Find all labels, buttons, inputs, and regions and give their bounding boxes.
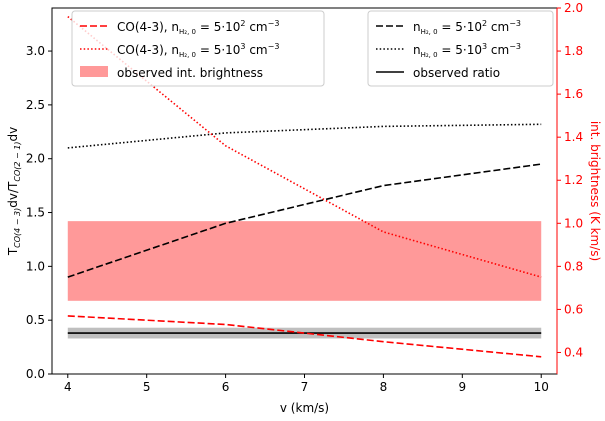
legend-label: observed int. brightness bbox=[117, 66, 263, 80]
y-left-tick-label: 3.0 bbox=[26, 44, 45, 58]
y-right-tick-label: 2.0 bbox=[564, 1, 583, 15]
y-right-tick-label: 1.4 bbox=[564, 130, 583, 144]
y-right-tick-label: 1.0 bbox=[564, 216, 583, 230]
y-left-axis-label: TCO(4 − 3)dv/TCO(2 − 1)dv bbox=[6, 127, 22, 256]
series-line-right-dashed bbox=[67, 315, 542, 358]
series-layer bbox=[67, 15, 542, 358]
y-right-axis-label: int. brightness (K km/s) bbox=[588, 121, 602, 261]
y-left-tick-label: 0.5 bbox=[26, 313, 45, 327]
y-right-tick-label: 1.2 bbox=[564, 173, 583, 187]
y-left-tick-label: 2.0 bbox=[26, 152, 45, 166]
x-axis-label: v (km/s) bbox=[280, 401, 329, 415]
y-left-tick-label: 1.0 bbox=[26, 259, 45, 273]
series-line-left-dashed bbox=[67, 163, 542, 278]
y-right-tick-label: 0.8 bbox=[564, 259, 583, 273]
observed-brightness-band bbox=[67, 221, 542, 301]
legend-label: CO(4-3), nH₂, 0 = 5·102 cm−3 bbox=[117, 19, 279, 36]
legend-box bbox=[71, 10, 325, 87]
y-left-tick-label: 2.5 bbox=[26, 98, 45, 112]
legend-label: CO(4-3), nH₂, 0 = 5·103 cm−3 bbox=[117, 42, 279, 59]
x-tick-label: 5 bbox=[143, 380, 151, 394]
x-tick-label: 6 bbox=[222, 380, 230, 394]
y-right-tick-label: 1.6 bbox=[564, 87, 583, 101]
legend-label: observed ratio bbox=[413, 66, 500, 80]
y-right-tick-label: 0.6 bbox=[564, 302, 583, 316]
legend-label: nH₂, 0 = 5·102 cm−3 bbox=[413, 19, 521, 36]
y-right-tick-label: 1.8 bbox=[564, 44, 583, 58]
legend-left: CO(4-3), nH₂, 0 = 5·102 cm−3 CO(4-3), nH₂… bbox=[71, 10, 325, 87]
series-line-left-dotted bbox=[67, 123, 542, 149]
y-left-tick-label: 1.5 bbox=[26, 206, 45, 220]
legend-right: nH₂, 0 = 5·102 cm−3 nH₂, 0 = 5·103 cm−3 ob… bbox=[367, 10, 554, 87]
x-tick-label: 4 bbox=[64, 380, 72, 394]
x-tick-label: 7 bbox=[301, 380, 309, 394]
legend-swatch bbox=[80, 66, 108, 77]
axes-layer: 4 5 6 7 8 9 10 v (km/s) 0.0 0.5 1.0 1.5 2.0 2.5 3.0 TCO… bbox=[6, 1, 602, 415]
x-tick-label: 8 bbox=[380, 380, 388, 394]
x-tick-label: 9 bbox=[458, 380, 466, 394]
y-left-tick-label: 0.0 bbox=[26, 367, 45, 381]
y-right-tick-label: 0.4 bbox=[564, 345, 583, 359]
x-tick-label: 10 bbox=[534, 380, 549, 394]
legend-label: nH₂, 0 = 5·103 cm−3 bbox=[413, 42, 521, 59]
legend-box bbox=[367, 10, 554, 87]
